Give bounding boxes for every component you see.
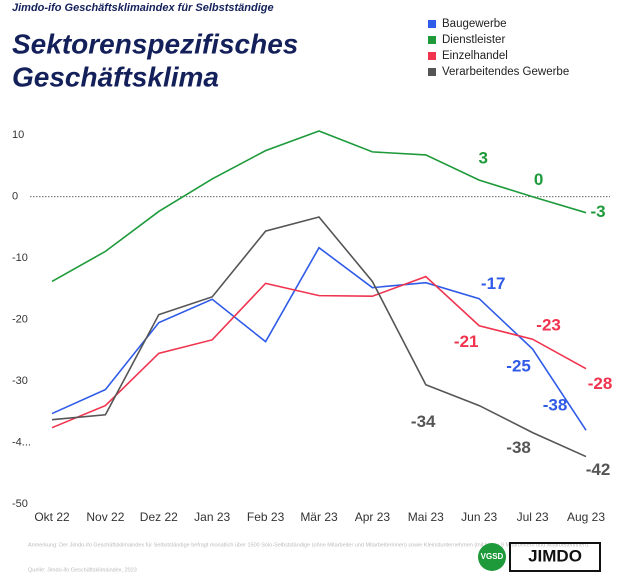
value-label: -28	[588, 374, 613, 393]
value-label: -42	[586, 460, 611, 479]
value-label: -34	[411, 412, 436, 431]
x-tick-label: Okt 22	[34, 510, 70, 524]
value-label: 3	[478, 149, 487, 168]
y-tick-label: -4...	[12, 436, 31, 448]
chart-title: Geschäftsklima	[12, 61, 219, 92]
x-tick-label: Jun 23	[461, 510, 497, 524]
legend-label: Dienstleister	[442, 34, 505, 46]
series-line	[51, 275, 587, 429]
x-tick-label: Aug 23	[567, 510, 605, 524]
x-tick-label: Jul 23	[517, 510, 549, 524]
logo-box	[509, 542, 601, 572]
legend-label: Baugewerbe	[442, 18, 507, 30]
x-tick-label: Mai 23	[408, 510, 444, 524]
logo: VGSD	[481, 552, 504, 561]
source: Quelle: Jimdo-ifo Geschäftsklimaindex, 2…	[28, 567, 137, 573]
kicker: Jimdo-ifo Geschäftsklimaindex für Selbst…	[12, 2, 274, 14]
x-tick-label: Dez 22	[140, 510, 178, 524]
series-line	[51, 216, 587, 458]
value-label: 0	[534, 170, 543, 189]
note: Anmerkung: Der Jimdo-ifo Geschäftsklimai…	[28, 542, 590, 548]
legend-swatch	[428, 52, 436, 60]
series-line	[51, 246, 587, 431]
chart-title: Sektorenspezifisches	[12, 28, 298, 59]
value-label: -17	[481, 274, 506, 293]
y-tick-label: -10	[12, 252, 28, 264]
y-tick-label: 10	[12, 129, 24, 141]
legend-label: Einzelhandel	[442, 50, 508, 62]
value-label: -38	[506, 438, 531, 457]
logo: JIMDO	[528, 546, 582, 565]
legend-swatch	[428, 68, 436, 76]
legend-swatch	[428, 20, 436, 28]
value-label: -21	[454, 332, 479, 351]
legend-label: Verarbeitendes Gewerbe	[442, 66, 569, 78]
y-tick-label: -50	[12, 498, 28, 510]
y-tick-label: 0	[12, 191, 18, 203]
x-tick-label: Mär 23	[300, 510, 338, 524]
series-line	[51, 130, 587, 283]
value-label: -23	[536, 316, 561, 335]
x-tick-label: Jan 23	[194, 510, 230, 524]
value-label: -3	[590, 202, 605, 221]
y-tick-label: -30	[12, 375, 28, 387]
value-label: -25	[506, 357, 531, 376]
legend-swatch	[428, 36, 436, 44]
logo-badge	[478, 543, 506, 571]
y-tick-label: -20	[12, 313, 28, 325]
x-tick-label: Apr 23	[355, 510, 391, 524]
x-tick-label: Feb 23	[247, 510, 285, 524]
value-label: -38	[543, 396, 568, 415]
x-tick-label: Nov 22	[86, 510, 124, 524]
